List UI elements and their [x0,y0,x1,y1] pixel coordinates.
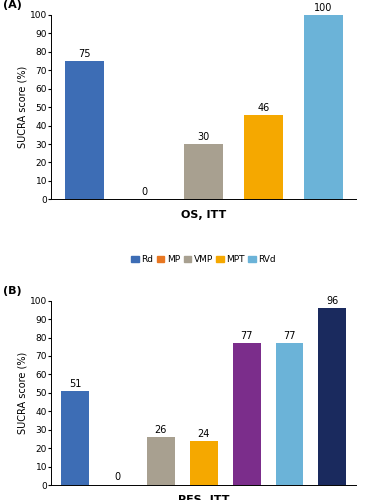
Y-axis label: SUCRA score (%): SUCRA score (%) [17,66,27,148]
X-axis label: OS, ITT: OS, ITT [181,210,226,220]
Text: 0: 0 [141,186,147,196]
Text: 77: 77 [283,331,296,341]
Text: 30: 30 [197,132,210,142]
Bar [147,437,175,485]
Y-axis label: SUCRA score (%): SUCRA score (%) [17,352,27,434]
Bar [244,114,283,200]
Text: 51: 51 [69,379,81,389]
Text: (A): (A) [3,0,22,10]
Bar [304,15,342,200]
Bar [233,343,261,485]
Bar [61,391,89,485]
Text: 96: 96 [326,296,338,306]
Bar [276,343,304,485]
Legend: Rd, MP, VMP, MPT, RVd: Rd, MP, VMP, MPT, RVd [131,256,276,264]
Text: 100: 100 [314,3,333,13]
Text: 77: 77 [240,331,253,341]
Bar [190,441,218,485]
Text: 75: 75 [78,49,91,59]
Text: 26: 26 [155,425,167,435]
X-axis label: PFS, ITT: PFS, ITT [178,496,229,500]
Text: (B): (B) [3,286,21,296]
Text: 46: 46 [257,102,269,113]
Text: 0: 0 [115,472,121,482]
Bar [65,61,103,200]
Bar [319,308,346,485]
Bar [184,144,223,200]
Text: 24: 24 [197,429,210,439]
